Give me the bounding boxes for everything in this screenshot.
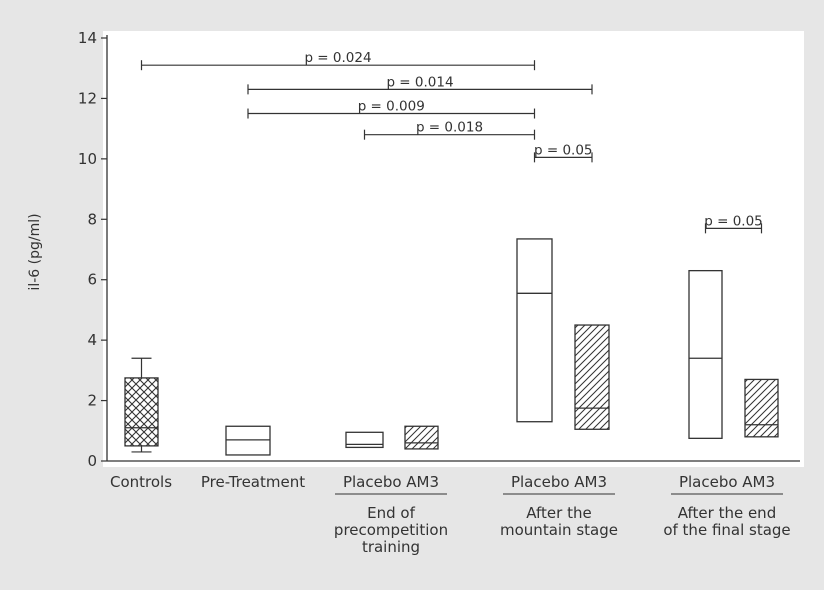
box-precomp_am3 [404,425,439,450]
y-tick-label: 2 [87,392,97,410]
significance-label: p = 0.05 [704,213,763,229]
group-subtitle-line: of the final stage [663,521,790,539]
group-title: Placebo AM3 [679,473,775,491]
box-controls [124,377,159,447]
significance-label: p = 0.05 [534,142,593,158]
plot-area [103,31,804,467]
group-title: Placebo AM3 [343,473,439,491]
y-tick-label: 0 [87,452,97,470]
significance-label: p = 0.009 [358,99,425,115]
group-subtitle-line: End of [367,504,415,522]
group-subtitle-line: After the [526,504,591,522]
box-pretreatment [225,425,271,456]
y-tick-label: 4 [87,331,97,349]
box-precomp_placebo [345,431,384,449]
box-final_am3 [744,378,779,438]
group-title: Placebo AM3 [511,473,607,491]
box-mountain_placebo [516,238,553,423]
group-subtitle-line: precompetition [334,521,448,539]
y-tick-label: 6 [87,271,97,289]
y-tick-label: 10 [78,150,97,168]
category-label-controls: Controls [110,473,172,491]
significance-label: p = 0.024 [304,50,371,66]
box-mountain_am3 [574,324,610,430]
significance-label: p = 0.018 [416,120,483,136]
y-axis-title: il-6 (pg/ml) [27,213,43,290]
group-subtitle-line: training [362,538,420,556]
y-tick-label: 8 [87,210,97,228]
y-tick-label: 12 [78,89,97,107]
group-subtitle-line: mountain stage [500,521,618,539]
y-tick-label: 14 [78,29,97,47]
category-label-pretreatment: Pre-Treatment [201,473,305,491]
box-final_placebo [688,269,723,439]
significance-label: p = 0.014 [386,74,453,90]
group-subtitle-line: After the end [678,504,776,522]
